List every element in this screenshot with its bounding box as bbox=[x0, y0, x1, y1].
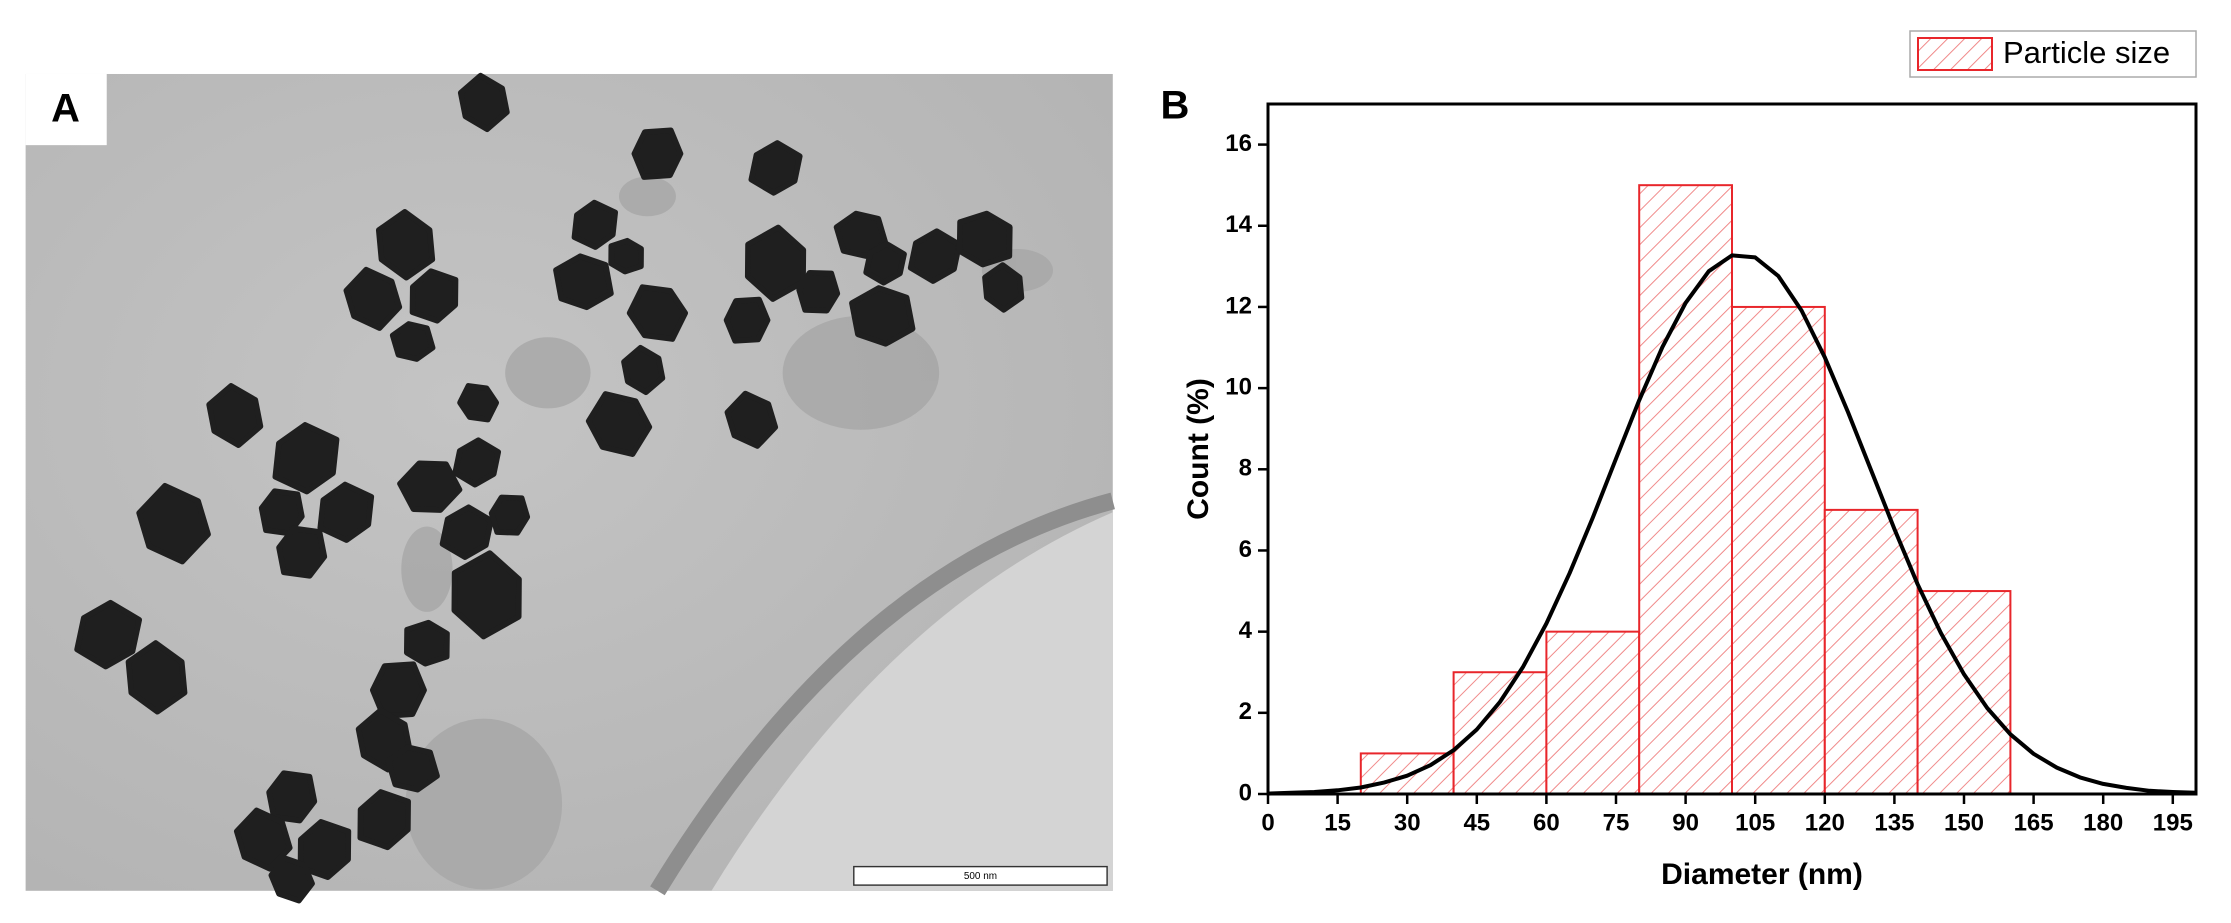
x-tick-label: 30 bbox=[1394, 809, 1421, 836]
particle bbox=[136, 482, 211, 565]
x-tick-label: 135 bbox=[1874, 809, 1914, 836]
particle bbox=[452, 437, 502, 488]
bar bbox=[1452, 671, 1548, 795]
particle bbox=[796, 269, 841, 314]
legend: Particle size bbox=[1909, 30, 2197, 78]
particle bbox=[389, 321, 436, 362]
y-axis-title: Count (%) bbox=[1182, 378, 1215, 520]
x-tick-label: 120 bbox=[1805, 809, 1845, 836]
particle bbox=[724, 390, 779, 449]
particle bbox=[956, 210, 1013, 268]
particle bbox=[457, 72, 510, 133]
particle bbox=[375, 209, 436, 281]
x-tick-label: 105 bbox=[1735, 809, 1775, 836]
particle bbox=[833, 210, 889, 259]
legend-label: Particle size bbox=[2003, 35, 2170, 70]
particle bbox=[585, 391, 653, 457]
plot: 0 2 4 6 8 10 12 14 16 0 15 30 45 60 75 90 105 120 135 150 16… bbox=[1225, 102, 2198, 836]
particle bbox=[74, 599, 143, 670]
particle bbox=[748, 140, 803, 196]
particle bbox=[317, 481, 375, 543]
particle bbox=[272, 422, 340, 495]
particle bbox=[369, 661, 427, 719]
y-tick-label: 14 bbox=[1225, 211, 1252, 238]
x-tick-label: 90 bbox=[1672, 809, 1699, 836]
particle bbox=[266, 770, 318, 824]
particle bbox=[268, 855, 315, 904]
y-tick-label: 4 bbox=[1239, 617, 1253, 644]
y-tick-label: 10 bbox=[1225, 373, 1252, 400]
scale-bar-label: 500 nm bbox=[964, 871, 997, 882]
particle bbox=[397, 460, 463, 513]
bar bbox=[1731, 305, 1826, 795]
particle bbox=[276, 525, 328, 579]
particle bbox=[571, 199, 619, 250]
particle bbox=[233, 807, 293, 872]
micrograph: A 500 nm bbox=[25, 72, 1115, 904]
particle bbox=[849, 285, 916, 347]
x-tick-label: 60 bbox=[1533, 809, 1560, 836]
y-tick-label: 2 bbox=[1239, 698, 1252, 725]
bar bbox=[1823, 508, 1919, 795]
particle bbox=[297, 819, 352, 880]
particle bbox=[343, 266, 403, 331]
particle bbox=[982, 262, 1025, 313]
y-tick-label: 16 bbox=[1225, 130, 1252, 157]
particle bbox=[723, 296, 771, 344]
particle bbox=[357, 789, 411, 851]
panel-label: B bbox=[1161, 84, 1190, 128]
y-tick-label: 8 bbox=[1239, 455, 1252, 482]
bar bbox=[1916, 590, 2012, 796]
bar bbox=[1638, 184, 1733, 796]
x-tick-label: 150 bbox=[1944, 809, 1984, 836]
x-tick-label: 0 bbox=[1261, 809, 1274, 836]
y-tick-label: 6 bbox=[1239, 536, 1252, 563]
x-tick-label: 15 bbox=[1324, 809, 1351, 836]
plot-frame bbox=[1266, 102, 2198, 796]
fit-curve bbox=[1267, 253, 2197, 796]
particle bbox=[626, 284, 689, 342]
x-tick-label: 45 bbox=[1463, 809, 1490, 836]
particle bbox=[608, 237, 644, 275]
panel-label: A bbox=[51, 87, 80, 131]
particle bbox=[744, 224, 807, 302]
particle bbox=[863, 241, 907, 286]
x-axis-title: Diameter (nm) bbox=[1661, 858, 1863, 891]
particle bbox=[451, 550, 522, 640]
x-tick-label: 195 bbox=[2153, 809, 2193, 836]
particle bbox=[439, 504, 494, 560]
particle bbox=[631, 127, 684, 180]
y-tick-label: 0 bbox=[1239, 779, 1252, 806]
particle bbox=[409, 268, 459, 324]
particle bbox=[403, 619, 450, 667]
x-tick-label: 75 bbox=[1603, 809, 1630, 836]
particle bbox=[553, 253, 614, 311]
particle bbox=[457, 383, 500, 423]
particle bbox=[621, 344, 666, 396]
x-tick-label: 180 bbox=[2083, 809, 2123, 836]
x-tick-label: 165 bbox=[2014, 809, 2054, 836]
particle bbox=[385, 744, 440, 793]
particle bbox=[488, 494, 531, 536]
particle bbox=[907, 228, 962, 284]
bar bbox=[1545, 630, 1641, 795]
y-tick-label: 12 bbox=[1225, 292, 1252, 319]
legend-swatch bbox=[1917, 37, 1993, 71]
particle bbox=[206, 383, 264, 448]
particle bbox=[125, 640, 188, 715]
